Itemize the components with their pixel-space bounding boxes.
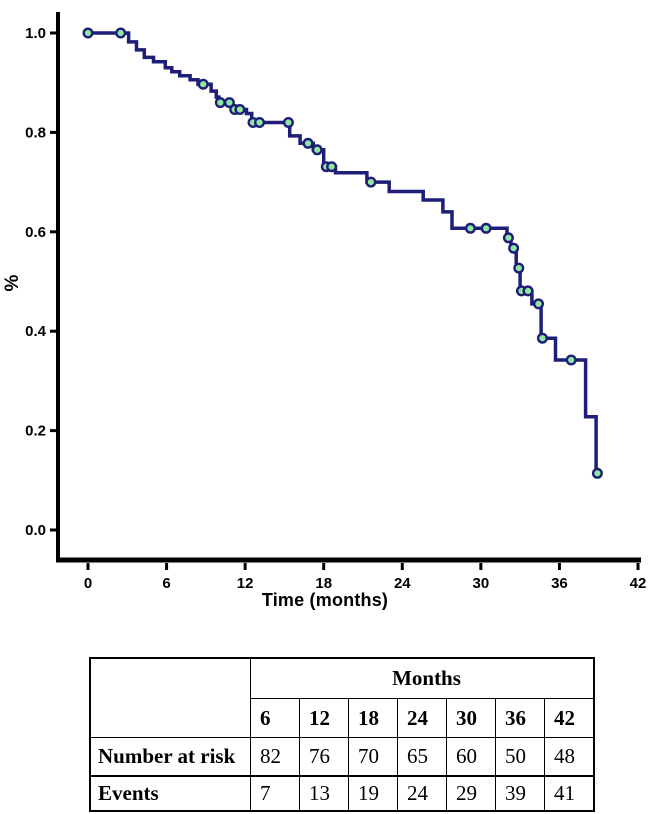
risk-value: 82 <box>250 737 300 777</box>
censor-marker <box>234 103 246 115</box>
censor-marker <box>197 78 209 90</box>
censor-marker <box>302 137 314 149</box>
x-tick-label: 18 <box>315 575 332 592</box>
risk-value: 50 <box>495 737 545 777</box>
x-tick-label: 6 <box>162 575 170 592</box>
x-tick-label: 24 <box>394 575 411 592</box>
table-row-number-at-risk: Number at risk 82 76 70 65 60 50 48 <box>89 737 595 777</box>
table-row-events: Events 7 13 19 24 29 39 41 <box>89 775 595 812</box>
table-row-month-columns: 6 12 18 24 30 36 42 <box>90 698 595 738</box>
censor-marker <box>223 97 235 109</box>
censor-marker <box>326 161 338 173</box>
censor-marker <box>214 97 226 109</box>
km-survival-chart: 0.0 0.2 0.4 0.6 0.8 1.0 0 6 12 18 24 30 36 42 % Time … <box>2 12 647 610</box>
y-tick-label: 0.2 <box>25 423 46 440</box>
risk-value: 65 <box>397 737 447 777</box>
month-col-6: 6 <box>250 698 300 738</box>
y-tick-label: 0.8 <box>25 124 46 141</box>
events-value: 13 <box>299 775 349 812</box>
km-plot-canvas: 0.0 0.2 0.4 0.6 0.8 1.0 0 6 12 18 24 30 36 42 <box>25 12 647 592</box>
risk-value: 60 <box>446 737 496 777</box>
censor-marker <box>533 298 545 310</box>
censor-marker <box>115 27 127 39</box>
censor-marker <box>536 332 548 344</box>
risk-value: 76 <box>299 737 349 777</box>
survival-step-line <box>88 31 598 476</box>
month-col-12: 12 <box>299 698 349 738</box>
x-tick-label: 42 <box>630 575 647 592</box>
censor-marker <box>502 232 514 244</box>
censor-marker <box>508 242 520 254</box>
censor-marker <box>522 285 534 297</box>
events-value: 7 <box>250 775 300 812</box>
censor-marker <box>480 222 492 234</box>
censor-marker <box>311 144 323 156</box>
table-corner-cell <box>89 657 251 738</box>
month-col-30: 30 <box>446 698 496 738</box>
x-tick-label: 12 <box>237 575 254 592</box>
censor-marker <box>513 262 525 274</box>
censor-marker <box>282 116 294 128</box>
risk-value: 48 <box>544 737 595 777</box>
risk-value: 70 <box>348 737 398 777</box>
y-axis-title: % <box>2 274 23 292</box>
number-at-risk-label: Number at risk <box>89 737 251 777</box>
months-header-cell: Months <box>250 657 595 699</box>
events-value: 39 <box>495 775 545 812</box>
censor-marker <box>565 354 577 366</box>
events-value: 19 <box>348 775 398 812</box>
censor-marker <box>253 116 265 128</box>
month-col-18: 18 <box>348 698 398 738</box>
events-value: 41 <box>544 775 595 812</box>
y-tick-label: 1.0 <box>25 25 46 42</box>
x-tick-label: 36 <box>551 575 568 592</box>
y-tick-label: 0.6 <box>25 224 46 241</box>
table-row-months-header: Months <box>89 657 595 738</box>
y-tick-label: 0.0 <box>25 522 46 539</box>
censor-marker <box>464 222 476 234</box>
x-tick-label: 0 <box>84 575 92 592</box>
x-axis-title: Time (months) <box>261 590 389 610</box>
month-col-36: 36 <box>495 698 545 738</box>
events-label: Events <box>89 775 251 812</box>
censor-marker <box>591 467 603 479</box>
y-tick-label: 0.4 <box>25 323 47 340</box>
month-col-24: 24 <box>397 698 447 738</box>
censor-marker <box>82 27 94 39</box>
censor-marker <box>365 176 377 188</box>
events-value: 29 <box>446 775 496 812</box>
month-col-42: 42 <box>544 698 595 738</box>
x-tick-label: 30 <box>473 575 490 592</box>
number-at-risk-table: Months 6 12 18 24 30 36 42 Number at ris… <box>89 657 595 812</box>
events-value: 24 <box>397 775 447 812</box>
